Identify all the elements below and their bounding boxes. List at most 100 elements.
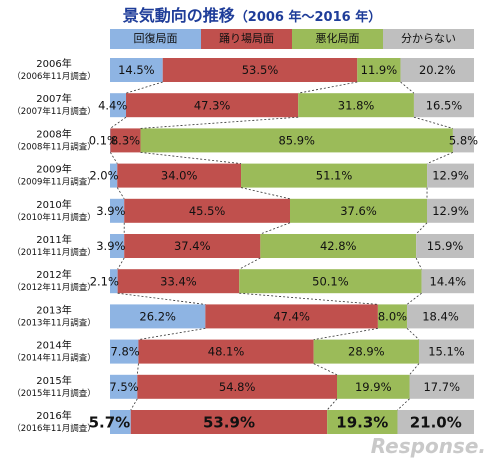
- value-label-10-0: 5.7%: [89, 413, 131, 431]
- bar-segment-7-0: [110, 304, 206, 329]
- category-survey-label: （2009年11月調査）: [12, 177, 95, 188]
- value-label-6-2: 50.1%: [312, 274, 349, 288]
- value-label-10-1: 53.9%: [203, 413, 255, 431]
- connector-line-5-1: [117, 257, 125, 270]
- bar-segment-10-0: [110, 410, 131, 434]
- watermark-logo: Response.: [370, 434, 486, 458]
- value-label-5-1: 37.4%: [174, 239, 211, 253]
- value-label-9-1: 54.8%: [219, 380, 256, 394]
- value-label-9-0: 7.5%: [109, 380, 138, 394]
- bar-segment-7-1: [205, 304, 378, 329]
- value-label-5-3: 15.9%: [427, 239, 464, 253]
- category-year-label: 2016年: [36, 409, 71, 422]
- value-label-4-0: 3.9%: [96, 204, 125, 218]
- value-label-6-3: 14.4%: [430, 274, 467, 288]
- value-label-0-1: 53.5%: [242, 63, 279, 77]
- value-label-4-2: 37.6%: [340, 204, 377, 218]
- value-label-5-0: 3.9%: [96, 239, 125, 253]
- connector-line-8-3: [409, 363, 420, 376]
- category-survey-label: （2014年11月調査）: [12, 353, 95, 364]
- connector-line-9-1: [130, 398, 138, 411]
- category-survey-label: （2010年11月調査）: [12, 212, 95, 223]
- category-year-label: 2015年: [36, 374, 71, 387]
- connector-line-9-2: [326, 398, 338, 411]
- bar-segment-10-1: [130, 410, 328, 434]
- connector-line-9-3: [397, 398, 410, 411]
- bar-segment-1-2: [298, 93, 414, 118]
- bar-segment-0-1: [162, 58, 358, 82]
- value-label-2-2: 85.9%: [278, 134, 315, 148]
- category-survey-label: （2008年11月調査）: [12, 141, 95, 152]
- category-survey-label: （2013年11月調査）: [12, 317, 95, 328]
- bar-segment-10-3: [397, 410, 474, 434]
- category-year-label: 2013年: [36, 303, 71, 316]
- bar-segment-10-2: [327, 410, 398, 434]
- bar-segment-4-0: [110, 198, 125, 223]
- value-label-2-1: 8.3%: [111, 134, 140, 148]
- connector-line-0-1: [125, 81, 163, 94]
- bar-segment-6-0: [110, 269, 118, 294]
- category-survey-label: （2007年11月調査）: [12, 106, 95, 117]
- value-label-10-2: 19.3%: [336, 413, 388, 431]
- connector-line-3-1: [116, 187, 125, 200]
- connector-line-2-1: [110, 152, 118, 164]
- bar-segment-0-2: [357, 58, 401, 82]
- connector-line-1-3: [413, 116, 454, 129]
- value-label-4-3: 12.9%: [432, 204, 469, 218]
- bar-segment-4-3: [426, 198, 474, 223]
- bar-segment-7-3: [407, 304, 474, 329]
- value-label-6-1: 33.4%: [160, 274, 197, 288]
- value-label-1-3: 16.5%: [426, 98, 463, 112]
- bar-segment-5-2: [260, 234, 417, 258]
- connector-line-2-2: [140, 152, 242, 164]
- value-label-3-2: 51.1%: [316, 169, 353, 183]
- bar-segment-9-3: [409, 374, 474, 399]
- bar-segment-7-2: [377, 304, 408, 329]
- bar-segment-9-2: [336, 374, 410, 399]
- value-label-4-1: 45.5%: [189, 204, 226, 218]
- connector-line-5-2: [239, 257, 261, 270]
- connector-line-0-3: [400, 81, 415, 94]
- bar-segment-2-3: [452, 128, 474, 153]
- legend-item-plateau: 踊り場局面: [201, 29, 292, 49]
- value-label-1-0: 4.4%: [98, 98, 127, 112]
- bar-segment-5-1: [124, 234, 261, 258]
- bar-segment-0-3: [400, 58, 474, 82]
- value-label-7-1: 47.4%: [273, 310, 310, 324]
- bar-segment-5-0: [110, 234, 125, 258]
- connector-line-4-3: [415, 222, 428, 235]
- category-year-label: 2006年: [36, 57, 71, 70]
- value-label-9-2: 19.9%: [355, 380, 392, 394]
- value-label-3-0: 2.0%: [89, 169, 118, 183]
- category-year-label: 2009年: [36, 163, 71, 176]
- category-year-label: 2014年: [36, 339, 71, 352]
- connector-line-8-2: [313, 363, 338, 376]
- value-label-10-3: 21.0%: [410, 413, 462, 431]
- value-label-3-1: 34.0%: [161, 169, 198, 183]
- category-survey-label: （2015年11月調査）: [12, 388, 95, 399]
- bar-segment-2-2: [140, 128, 453, 153]
- legend-item-unknown: 分からない: [383, 29, 474, 49]
- bar-segment-6-3: [421, 269, 474, 294]
- category-year-label: 2008年: [36, 127, 71, 140]
- connector-line-5-3: [415, 257, 422, 270]
- bar-segment-6-2: [239, 269, 422, 294]
- bar-segment-4-2: [289, 198, 427, 223]
- connector-line-8-1: [136, 363, 139, 375]
- bar-segment-8-1: [138, 339, 314, 364]
- legend: 回復局面 踊り場局面 悪化局面 分からない: [110, 29, 474, 49]
- connector-line-7-2: [313, 328, 378, 340]
- category-survey-label: （2012年11月調査）: [12, 282, 95, 293]
- connector-line-0-2: [298, 81, 358, 94]
- bar-segment-9-0: [110, 374, 138, 399]
- bar-segment-5-3: [416, 234, 474, 258]
- bar-segment-1-1: [126, 93, 299, 118]
- value-label-0-0: 14.5%: [118, 63, 155, 77]
- category-survey-label: （2011年11月調査）: [12, 247, 95, 258]
- value-label-5-2: 42.8%: [320, 239, 357, 253]
- bar-segment-3-1: [117, 163, 242, 188]
- bar-segment-9-1: [137, 374, 337, 399]
- connector-line-1-1: [110, 116, 127, 129]
- bar-segment-1-0: [110, 93, 127, 118]
- value-label-7-3: 18.4%: [422, 310, 459, 324]
